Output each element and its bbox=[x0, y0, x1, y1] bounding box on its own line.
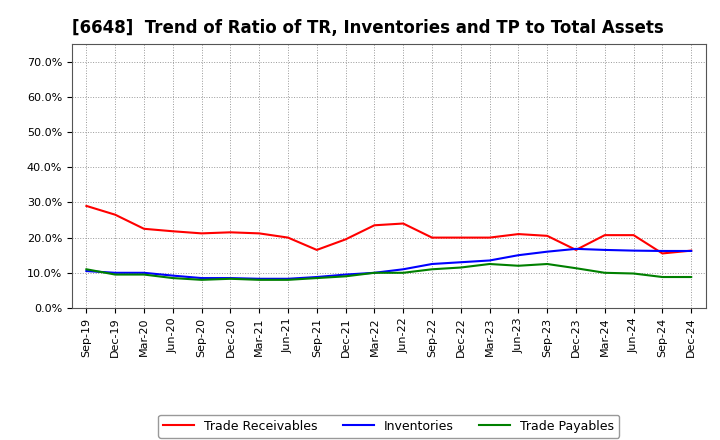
Line: Trade Receivables: Trade Receivables bbox=[86, 206, 691, 253]
Trade Payables bbox=[485, 261, 494, 267]
Inventories bbox=[485, 258, 494, 263]
Trade Payables bbox=[341, 274, 350, 279]
Inventories bbox=[370, 270, 379, 275]
Inventories bbox=[140, 270, 148, 275]
Inventories bbox=[543, 249, 552, 254]
Trade Payables bbox=[687, 275, 696, 280]
Trade Receivables bbox=[428, 235, 436, 240]
Trade Receivables bbox=[370, 223, 379, 228]
Trade Receivables bbox=[687, 248, 696, 253]
Inventories bbox=[687, 248, 696, 253]
Trade Payables bbox=[600, 270, 609, 275]
Inventories bbox=[341, 272, 350, 277]
Line: Trade Payables: Trade Payables bbox=[86, 264, 691, 280]
Inventories bbox=[629, 248, 638, 253]
Trade Payables bbox=[658, 275, 667, 280]
Inventories bbox=[572, 246, 580, 252]
Inventories bbox=[82, 268, 91, 274]
Trade Payables bbox=[514, 263, 523, 268]
Text: [6648]  Trend of Ratio of TR, Inventories and TP to Total Assets: [6648] Trend of Ratio of TR, Inventories… bbox=[72, 19, 664, 37]
Inventories bbox=[111, 270, 120, 275]
Trade Payables bbox=[140, 272, 148, 277]
Trade Payables bbox=[543, 261, 552, 267]
Trade Receivables bbox=[255, 231, 264, 236]
Trade Payables bbox=[572, 266, 580, 271]
Inventories bbox=[255, 276, 264, 282]
Trade Receivables bbox=[82, 203, 91, 209]
Inventories bbox=[284, 276, 292, 282]
Trade Payables bbox=[312, 275, 321, 281]
Inventories bbox=[399, 267, 408, 272]
Trade Receivables bbox=[456, 235, 465, 240]
Trade Payables bbox=[168, 275, 177, 281]
Trade Receivables bbox=[284, 235, 292, 240]
Trade Payables bbox=[456, 265, 465, 270]
Trade Receivables bbox=[485, 235, 494, 240]
Trade Payables bbox=[82, 267, 91, 272]
Inventories bbox=[658, 248, 667, 253]
Inventories bbox=[197, 275, 206, 281]
Trade Payables bbox=[255, 277, 264, 282]
Trade Payables bbox=[370, 270, 379, 275]
Trade Receivables bbox=[658, 251, 667, 256]
Legend: Trade Receivables, Inventories, Trade Payables: Trade Receivables, Inventories, Trade Pa… bbox=[158, 414, 619, 437]
Trade Receivables bbox=[543, 233, 552, 238]
Trade Payables bbox=[226, 276, 235, 282]
Trade Receivables bbox=[168, 229, 177, 234]
Trade Payables bbox=[428, 267, 436, 272]
Trade Receivables bbox=[312, 247, 321, 253]
Trade Receivables bbox=[572, 247, 580, 253]
Trade Payables bbox=[111, 272, 120, 277]
Inventories bbox=[600, 247, 609, 253]
Trade Payables bbox=[399, 270, 408, 275]
Inventories bbox=[514, 253, 523, 258]
Trade Receivables bbox=[341, 237, 350, 242]
Trade Receivables bbox=[629, 232, 638, 238]
Inventories bbox=[428, 261, 436, 267]
Trade Payables bbox=[284, 277, 292, 282]
Line: Inventories: Inventories bbox=[86, 249, 691, 279]
Inventories bbox=[312, 275, 321, 280]
Trade Receivables bbox=[140, 226, 148, 231]
Trade Receivables bbox=[399, 221, 408, 226]
Trade Payables bbox=[197, 277, 206, 282]
Trade Receivables bbox=[514, 231, 523, 237]
Trade Receivables bbox=[226, 230, 235, 235]
Trade Receivables bbox=[111, 212, 120, 217]
Trade Receivables bbox=[197, 231, 206, 236]
Trade Payables bbox=[629, 271, 638, 276]
Inventories bbox=[456, 260, 465, 265]
Inventories bbox=[226, 275, 235, 281]
Inventories bbox=[168, 273, 177, 278]
Trade Receivables bbox=[600, 232, 609, 238]
